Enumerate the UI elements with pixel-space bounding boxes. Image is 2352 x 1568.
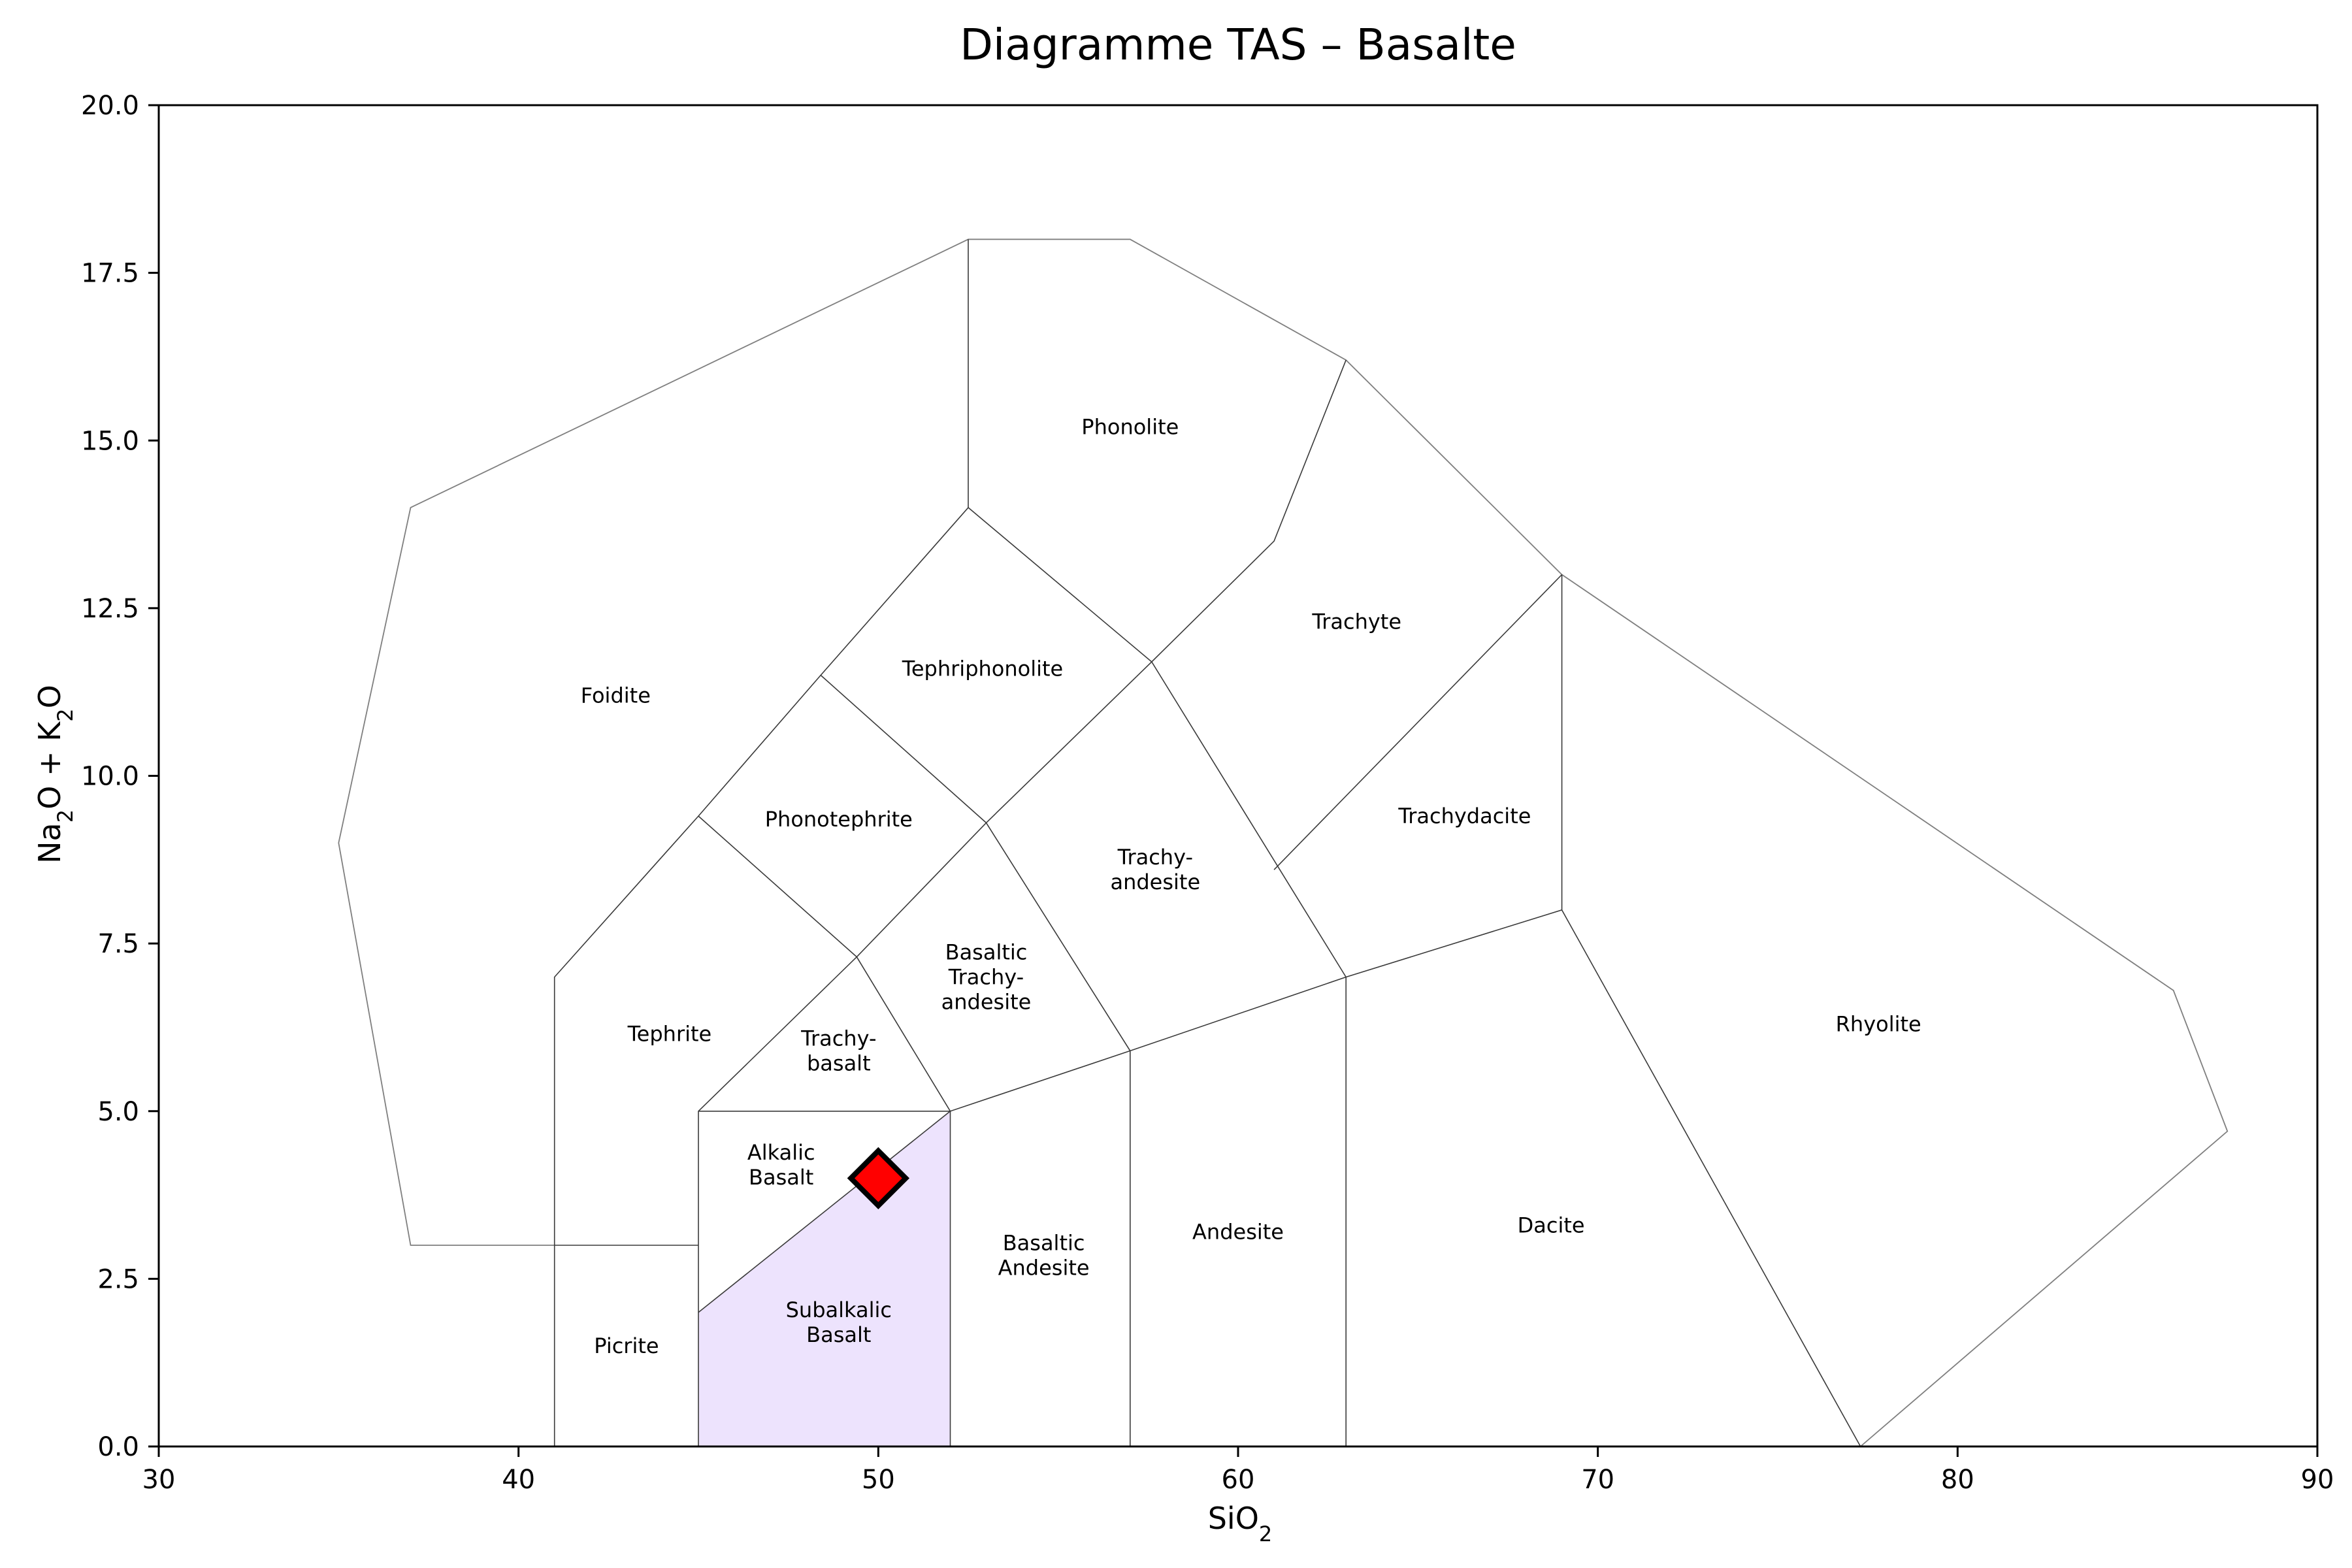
tas-boundary-line-6 — [949, 574, 1563, 1446]
x-tick-label: 30 — [142, 1465, 176, 1495]
x-tick-label: 80 — [1941, 1465, 1974, 1495]
y-axis: 0.0 2.5 5.0 7.5 10.0 12.5 15.0 17.5 20.0 — [81, 91, 159, 1462]
region-label-rhyolite: Rhyolite — [1836, 1011, 1921, 1036]
region-label-line: Basaltic — [1003, 1230, 1085, 1255]
region-label-line: Basaltic — [945, 940, 1028, 965]
region-label-line: Tephrite — [627, 1022, 712, 1047]
region-label-line: Phonolite — [1081, 415, 1179, 440]
region-label-andesite: Andesite — [1192, 1220, 1284, 1245]
region-label-phonotephrite: Phonotephrite — [765, 807, 913, 832]
tas-boundary-line-9 — [985, 822, 1131, 1446]
tas-boundary-line-7 — [820, 674, 987, 823]
y-tick-label: 20.0 — [81, 91, 139, 121]
region-boundaries-layer — [338, 238, 2229, 1447]
tas-boundary-line-4 — [698, 815, 951, 1112]
region-label-line: Trachy- — [800, 1026, 876, 1051]
region-label-foidite: Foidite — [581, 683, 651, 708]
y-tick-label: 10.0 — [81, 762, 139, 792]
region-label-basaltic-trachyandesite: Basaltic Trachy-andesite — [941, 940, 1032, 1015]
y-tick-label: 2.5 — [97, 1264, 139, 1294]
y-tick-label: 15.0 — [81, 426, 139, 456]
x-tick-label: 70 — [1581, 1465, 1614, 1495]
tas-boundary-line-11 — [1273, 574, 1563, 870]
x-tick-label: 50 — [862, 1465, 895, 1495]
region-label-trachyte: Trachyte — [1311, 609, 1401, 634]
region-label-line: Alkalic — [747, 1140, 815, 1165]
sample-marker-1 — [847, 1147, 909, 1210]
region-label-trachydacite: Trachydacite — [1397, 804, 1531, 828]
x-tick-label: 40 — [502, 1465, 535, 1495]
region-label-basaltic-andesite: Basaltic Andesite — [998, 1230, 1090, 1280]
x-axis-label: SiO2 — [1208, 1501, 1273, 1546]
region-label-picrite: Picrite — [594, 1333, 659, 1358]
region-label-line: basalt — [807, 1051, 871, 1075]
region-label-alkalic-basalt: Alkalic Basalt — [747, 1140, 815, 1190]
x-tick-label: 60 — [1222, 1465, 1255, 1495]
region-label-trachyandesite: Trachy-andesite — [1110, 845, 1200, 894]
region-label-line: Dacite — [1518, 1213, 1585, 1237]
region-label-trachybasalt: Trachy-basalt — [800, 1026, 876, 1075]
y-axis-label: Na2O + K2O — [32, 685, 78, 864]
region-label-line: Picrite — [594, 1333, 659, 1358]
samples-layer — [847, 1147, 909, 1210]
region-label-line: Andesite — [998, 1255, 1090, 1280]
region-label-line: Basalt — [749, 1165, 813, 1190]
region-label-line: Trachyte — [1311, 609, 1401, 634]
region-label-line: Foidite — [581, 683, 651, 708]
y-tick-label: 12.5 — [81, 594, 139, 624]
region-label-phonolite: Phonolite — [1081, 415, 1179, 440]
region-label-line: andesite — [1110, 870, 1200, 894]
y-tick-label: 7.5 — [97, 929, 139, 959]
region-label-line: Rhyolite — [1836, 1011, 1921, 1036]
tas-boundary-line-12 — [1561, 909, 1861, 1447]
chart-title: Diagramme TAS – Basalte — [960, 20, 1516, 70]
region-label-dacite: Dacite — [1518, 1213, 1585, 1237]
region-label-tephriphonolite: Tephriphonolite — [902, 656, 1063, 681]
tas-boundary-line-1 — [553, 239, 969, 1446]
region-label-tephrite: Tephrite — [627, 1022, 712, 1047]
x-tick-label: 90 — [2301, 1465, 2334, 1495]
tas-boundary-line-8 — [968, 507, 1347, 977]
region-label-line: Tephriphonolite — [902, 656, 1063, 681]
region-label-line: andesite — [941, 990, 1032, 1015]
region-label-subalkalic-basalt: Subalkalic Basalt — [786, 1298, 892, 1347]
region-label-line: Trachy- — [948, 965, 1024, 990]
tas-boundary-line-5 — [698, 1111, 951, 1313]
region-label-line: Trachydacite — [1397, 804, 1531, 828]
y-tick-label: 17.5 — [81, 259, 139, 289]
y-tick-label: 0.0 — [97, 1432, 139, 1462]
x-axis: 30 40 50 60 70 80 90 — [142, 1446, 2334, 1495]
region-label-line: Basalt — [806, 1322, 871, 1347]
region-label-line: Andesite — [1192, 1220, 1284, 1245]
tas-outer-boundary — [338, 238, 2229, 1447]
region-label-line: Subalkalic — [786, 1298, 892, 1322]
region-label-line: Phonotephrite — [765, 807, 913, 832]
region-label-line: Trachy- — [1117, 845, 1193, 870]
region-labels-layer: Foidite Phonolite Tephriphonolite Trachyte P… — [581, 415, 1921, 1358]
y-tick-label: 5.0 — [97, 1097, 139, 1127]
